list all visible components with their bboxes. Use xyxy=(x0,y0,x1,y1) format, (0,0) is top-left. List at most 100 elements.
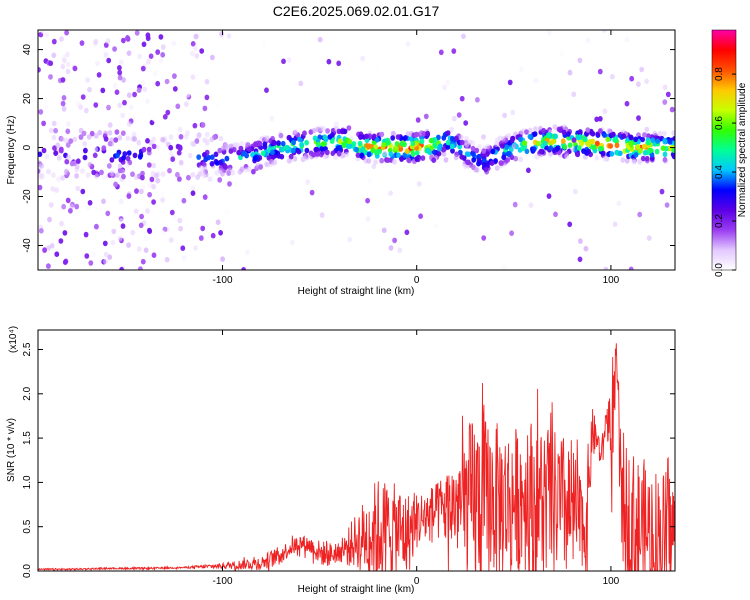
spectral-blob xyxy=(550,138,556,145)
spectral-blob xyxy=(99,169,104,176)
spectral-blob xyxy=(637,159,643,165)
spectral-blob xyxy=(450,148,455,154)
spectral-blob xyxy=(125,155,131,162)
spectral-blob xyxy=(499,143,505,149)
spectral-blob xyxy=(145,208,150,214)
spectral-blob xyxy=(572,188,578,195)
spectral-blob xyxy=(117,235,123,242)
spectral-blob xyxy=(652,130,658,137)
spectral-blob xyxy=(621,133,627,139)
spectral-blob xyxy=(158,57,164,64)
spectral-blob xyxy=(92,152,98,159)
spectral-blob xyxy=(107,130,113,136)
spectral-blob xyxy=(126,193,132,199)
spectral-blob xyxy=(207,176,213,182)
spectral-blob xyxy=(667,139,673,145)
spectral-blob xyxy=(64,158,70,165)
spectral-blob xyxy=(609,151,615,157)
spectral-blob xyxy=(101,145,107,151)
spectral-blob xyxy=(533,126,538,132)
spectral-blob xyxy=(345,143,351,150)
spectral-blob xyxy=(371,133,377,140)
spectral-blob xyxy=(181,197,187,204)
spectral-blob xyxy=(118,218,124,224)
spectral-blob xyxy=(40,30,45,34)
spectral-blob xyxy=(650,137,656,143)
spectral-blob xyxy=(394,141,400,147)
spectral-blob xyxy=(62,259,68,266)
spectral-blob xyxy=(465,159,470,166)
spectral-blob xyxy=(107,254,113,260)
spectral-blob xyxy=(640,136,645,143)
spectral-blob xyxy=(458,134,464,141)
spectral-blob xyxy=(671,130,675,136)
spectral-blob xyxy=(344,151,350,158)
spectral-blob xyxy=(120,112,126,119)
spectral-blob xyxy=(347,236,353,243)
spectral-blob xyxy=(38,67,41,73)
spectral-blob xyxy=(162,114,168,120)
spectral-blob xyxy=(333,121,339,127)
spectral-blob xyxy=(190,172,196,178)
spectral-blob xyxy=(204,131,210,138)
spectral-blob xyxy=(65,61,71,68)
spectral-blob xyxy=(388,190,393,196)
spectral-blob xyxy=(286,57,292,63)
spectral-blob xyxy=(357,140,363,147)
spectral-blob xyxy=(151,162,157,169)
spectral-blob xyxy=(41,120,46,127)
spectral-blob xyxy=(51,172,56,178)
spectral-blob xyxy=(390,135,396,141)
spectral-blob xyxy=(531,146,537,152)
spectral-blob xyxy=(533,77,539,84)
spectral-blob xyxy=(61,95,67,101)
spectral-blob xyxy=(125,35,130,41)
spectral-blob xyxy=(584,149,589,156)
spectral-blob xyxy=(64,168,69,175)
snr-series-line xyxy=(38,343,675,571)
spectral-blob xyxy=(38,109,44,115)
spectral-blob xyxy=(96,72,102,78)
spectral-blob xyxy=(640,155,646,162)
spectral-blob xyxy=(228,143,234,150)
spectral-blob xyxy=(440,147,446,153)
spectral-blob xyxy=(155,178,161,184)
colorbar-label: Normalized spectral amplitude xyxy=(737,82,748,217)
spectral-blob xyxy=(346,125,352,131)
spectral-blob xyxy=(336,151,342,157)
spectral-blob xyxy=(553,211,558,218)
spectral-blob xyxy=(449,126,454,133)
spectral-blob xyxy=(145,98,150,104)
spectral-blob xyxy=(93,146,99,153)
spectral-blob xyxy=(65,68,71,75)
spectral-blob xyxy=(494,141,499,148)
spectral-blob xyxy=(299,141,304,148)
spectral-blob xyxy=(105,210,111,217)
spectral-blob xyxy=(155,49,161,55)
spectral-blob xyxy=(75,101,81,107)
spectral-blob xyxy=(304,147,310,154)
spectral-blob xyxy=(194,138,200,144)
snr-panel: 0.0 0.5 1.0 1.5 2.0 2.5 -100 0 100 Height of str… xyxy=(6,326,676,595)
spectral-blob xyxy=(636,115,641,121)
spectral-blob xyxy=(451,115,457,122)
spectral-blob xyxy=(671,153,675,160)
spectral-blob xyxy=(117,167,123,174)
spectral-blob xyxy=(79,40,85,46)
spectral-blob xyxy=(365,197,370,204)
y-tick-label: 0 xyxy=(22,144,33,150)
spectral-blob xyxy=(236,149,242,156)
spectral-blob xyxy=(509,137,515,144)
spectral-blob xyxy=(54,251,60,257)
x-tick-label: -100 xyxy=(212,576,232,587)
spectral-blob xyxy=(181,255,187,261)
spectral-blob xyxy=(61,203,67,210)
spectral-blob xyxy=(177,176,182,182)
spectral-blob xyxy=(227,181,232,187)
spectral-blob xyxy=(527,127,533,134)
spectral-blob xyxy=(193,33,199,40)
spectral-blob xyxy=(559,51,564,57)
spectral-blob xyxy=(497,135,503,141)
spectral-blob xyxy=(304,139,309,146)
spectral-blob xyxy=(42,247,47,253)
